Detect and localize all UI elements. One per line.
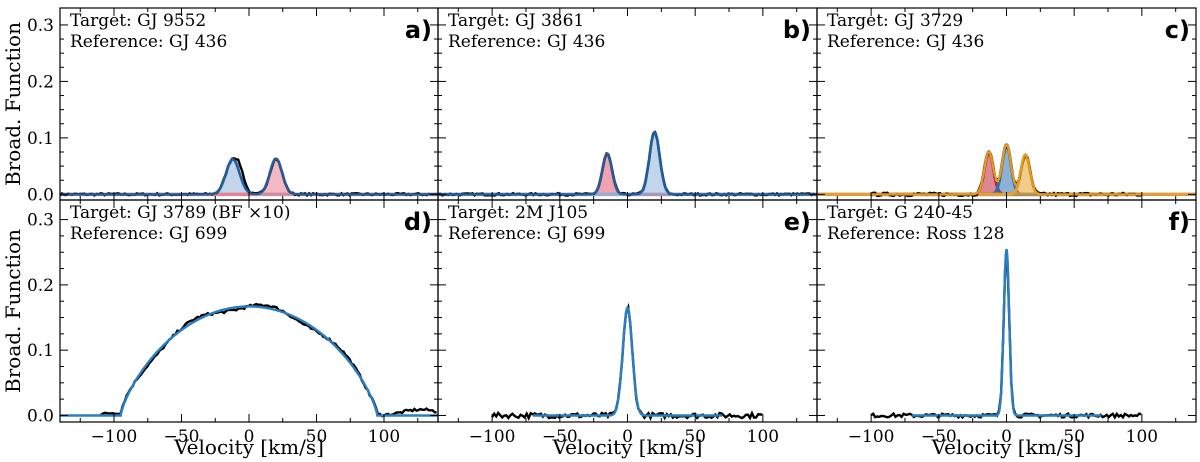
panel-target: Target: GJ 9552 bbox=[70, 11, 206, 31]
model-curve bbox=[438, 130, 817, 196]
y-tick-label: 0.2 bbox=[27, 72, 54, 92]
panel-letter: c) bbox=[1165, 16, 1190, 44]
y-tick-label: 0.0 bbox=[27, 406, 54, 426]
plot-area bbox=[491, 302, 763, 422]
panel-e: −100 −50 0 50 100 Velocity [km/s] Target: 2M J… bbox=[437, 199, 818, 459]
x-tick-label: −100 bbox=[469, 427, 516, 447]
x-tick-label: −50 bbox=[542, 427, 578, 447]
y-tick-label: 0.1 bbox=[27, 341, 54, 361]
component-fill-1 bbox=[438, 153, 817, 195]
y-tick-label: 0.3 bbox=[27, 16, 54, 36]
x-tick-label: 0 bbox=[244, 427, 255, 447]
component-fill-2 bbox=[438, 132, 817, 195]
panel-reference: Reference: Ross 128 bbox=[827, 224, 1004, 244]
y-axis-title: Broad. Function bbox=[1, 229, 25, 393]
y-tick-label: 0.0 bbox=[27, 185, 54, 205]
panel-letter: f) bbox=[1169, 208, 1190, 236]
model-curve bbox=[911, 248, 1102, 417]
component-curve-2 bbox=[438, 130, 817, 196]
component-fill-2 bbox=[817, 144, 1196, 195]
x-tick-label: 100 bbox=[368, 427, 400, 447]
x-tick-label: −50 bbox=[164, 427, 200, 447]
panel-letter: a) bbox=[405, 16, 432, 44]
y-tick-label: 0.1 bbox=[27, 129, 54, 149]
panel-letter: b) bbox=[783, 16, 811, 44]
panel-f: −100 −50 0 50 100 Velocity [km/s] Target: G 24… bbox=[816, 199, 1197, 459]
x-tick-label: 50 bbox=[1063, 427, 1085, 447]
x-tick-label: 100 bbox=[1126, 427, 1158, 447]
panel-target: Target: GJ 3729 bbox=[827, 11, 963, 31]
observed-curve bbox=[60, 157, 437, 198]
panel-target: Target: GJ 3789 (BF ×10) bbox=[70, 203, 291, 223]
model-curve bbox=[60, 305, 438, 417]
x-tick-label: −50 bbox=[921, 427, 957, 447]
model-curve bbox=[871, 143, 1142, 196]
plot-area bbox=[438, 130, 817, 198]
observed-curve bbox=[870, 255, 1142, 420]
x-tick-label: 0 bbox=[622, 427, 633, 447]
x-tick-label: −100 bbox=[848, 427, 895, 447]
panel-reference: Reference: GJ 436 bbox=[70, 32, 227, 52]
panel-target: Target: G 240-45 bbox=[827, 203, 973, 223]
plot-area bbox=[870, 248, 1142, 420]
x-tick-label: 100 bbox=[747, 427, 779, 447]
panel-reference: Reference: GJ 436 bbox=[827, 32, 984, 52]
y-axis-title: Broad. Function bbox=[1, 22, 25, 186]
panel-target: Target: GJ 3861 bbox=[448, 11, 584, 31]
model-curve bbox=[532, 305, 723, 417]
plot-area bbox=[60, 157, 438, 198]
panel-target: Target: 2M J105 bbox=[448, 203, 588, 223]
x-tick-label: 50 bbox=[306, 427, 328, 447]
observed-curve bbox=[491, 302, 763, 422]
panel-letter: e) bbox=[784, 208, 811, 236]
component-curve-1 bbox=[438, 151, 817, 196]
x-axis-title: Velocity [km/s] bbox=[931, 435, 1082, 459]
plot-area bbox=[60, 302, 438, 418]
panel-reference: Reference: GJ 699 bbox=[448, 224, 605, 244]
x-tick-label: 0 bbox=[1001, 427, 1012, 447]
x-tick-label: −100 bbox=[91, 427, 138, 447]
plot-area bbox=[817, 142, 1196, 198]
x-tick-label: 50 bbox=[684, 427, 706, 447]
x-axis-title: Velocity [km/s] bbox=[552, 435, 703, 459]
y-tick-label: 0.3 bbox=[27, 211, 54, 231]
panel-reference: Reference: GJ 436 bbox=[448, 32, 605, 52]
y-tick-label: 0.2 bbox=[27, 276, 54, 296]
panel-letter: d) bbox=[404, 208, 432, 236]
observed-curve bbox=[438, 130, 817, 198]
panel-d: 0.0 0.1 0.2 0.3 −100 −50 0 50 100 Broad. Function… bbox=[1, 199, 439, 459]
panel-reference: Reference: GJ 699 bbox=[70, 224, 227, 244]
x-axis-title: Velocity [km/s] bbox=[173, 435, 324, 459]
